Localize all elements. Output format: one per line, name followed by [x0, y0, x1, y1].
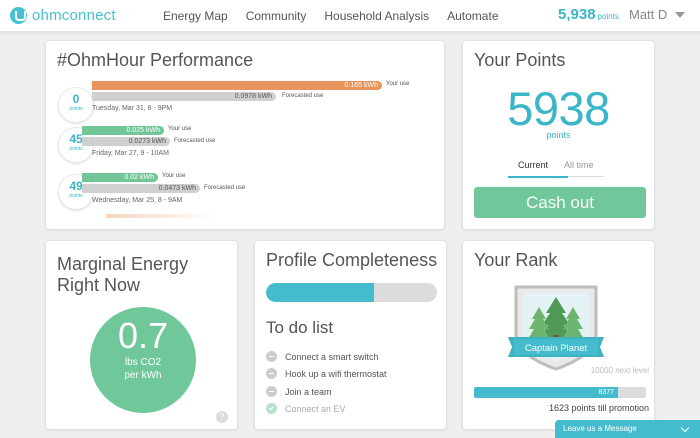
event-points-unit: points: [69, 146, 83, 152]
todo-join-team[interactable]: Join a team: [266, 386, 332, 397]
ohmhour-performance-card: #OhmHour Performance 0 points 0.165 kWh …: [45, 40, 445, 230]
points-total: 5938: [507, 82, 610, 135]
forecast-bar: 0.0473 kWh: [82, 184, 200, 193]
rank-progress-bar: 8377: [474, 387, 646, 398]
marginal-unit-line2: per kWh: [124, 370, 162, 381]
promotion-text: 1623 points till promotion: [548, 403, 649, 413]
marginal-energy-card: Marginal Energy Right Now 0.7 lbs CO2 pe…: [45, 240, 238, 430]
ohmhour-event-row[interactable]: 45 points 0.025 kWh Your use 0.0273 kWh …: [46, 126, 444, 179]
event-points: 49: [69, 179, 83, 193]
header-points-value: 5,938: [558, 6, 596, 23]
todo-title: To do list: [266, 318, 334, 337]
badge-label: Captain Planet: [525, 343, 588, 354]
your-use-bar: 0.02 kWh: [82, 173, 158, 182]
cash-out-button[interactable]: Cash out: [474, 187, 646, 218]
chevron-down-icon: [680, 423, 690, 433]
performance-title: #OhmHour Performance: [57, 50, 254, 70]
ohmhour-event-row[interactable]: 49 points 0.02 kWh Your use 0.0473 kWh F…: [46, 173, 444, 226]
event-date: Friday, Mar 27, 9 - 10AM: [92, 150, 169, 157]
tab-current[interactable]: Current: [517, 160, 548, 170]
marginal-title-line2: Right Now: [57, 275, 141, 295]
help-icon[interactable]: ?: [216, 411, 228, 423]
tab-divider: [568, 176, 604, 177]
nav-community[interactable]: Community: [245, 9, 307, 23]
more-events-fade: [106, 214, 216, 218]
marginal-unit-line1: lbs CO2: [124, 357, 162, 368]
event-date: Tuesday, Mar 31, 8 - 9PM: [92, 105, 173, 112]
marginal-energy-value: 0.7: [117, 315, 169, 356]
todo-pending-icon: [266, 386, 277, 397]
todo-label: Join a team: [285, 386, 332, 397]
profile-title: Profile Completeness: [266, 250, 438, 270]
top-nav-bar: ohmconnect Energy Map Community Househol…: [0, 0, 700, 32]
logo-text: ohmconnect: [32, 7, 116, 24]
todo-pending-icon: [266, 351, 277, 362]
event-points-unit: points: [69, 106, 83, 112]
points-card-title: Your Points: [474, 50, 566, 70]
main-nav: Energy Map Community Household Analysis …: [163, 9, 517, 23]
your-points-card: Your Points 5938 points Current All time…: [462, 40, 655, 230]
your-use-bar: 0.025 kWh: [82, 126, 164, 135]
your-rank-card: Your Rank Captain Planet 10000 next leve…: [462, 240, 655, 430]
ohm-logo-icon: [10, 7, 27, 24]
leave-message-label: Leave us a Message: [563, 424, 637, 433]
forecast-bar: 0.0978 kWh: [92, 92, 276, 101]
marginal-energy-title: Marginal Energy Right Now: [57, 254, 188, 296]
captain-planet-badge-icon: Captain Planet: [508, 285, 604, 371]
next-level-label: 10000 next level: [590, 366, 649, 375]
rank-title: Your Rank: [474, 250, 558, 270]
forecast-bar: 0.0273 kWh: [82, 137, 170, 146]
marginal-energy-gauge: 0.7 lbs CO2 per kWh: [90, 307, 196, 413]
your-use-label: Your use: [386, 81, 410, 87]
todo-pending-icon: [266, 368, 277, 379]
forecast-label: Forecasted use: [204, 185, 246, 191]
event-points-unit: points: [69, 193, 83, 199]
ohmconnect-logo[interactable]: ohmconnect: [10, 7, 116, 24]
todo-connect-ev[interactable]: Connect an EV: [266, 403, 346, 414]
profile-progress-fill: [266, 283, 374, 302]
your-use-label: Your use: [168, 126, 192, 132]
points-unit: points: [546, 130, 571, 140]
user-name: Matt D: [629, 7, 668, 22]
nav-household-analysis[interactable]: Household Analysis: [324, 9, 430, 23]
rank-progress-fill: 8377: [474, 387, 619, 398]
todo-wifi-thermostat[interactable]: Hook up a wifi thermostat: [266, 368, 387, 379]
nav-energy-map[interactable]: Energy Map: [163, 9, 228, 23]
tab-all-time[interactable]: All time: [564, 160, 594, 170]
your-use-bar: 0.165 kWh: [92, 81, 382, 90]
leave-message-button[interactable]: Leave us a Message: [555, 420, 700, 438]
your-use-label: Your use: [162, 173, 186, 179]
chevron-down-icon: [675, 11, 686, 18]
todo-connect-smart-switch[interactable]: Connect a smart switch: [266, 351, 379, 362]
todo-label: Connect an EV: [285, 403, 346, 414]
event-points-circle: 0 points: [58, 87, 94, 123]
event-points: 0: [72, 92, 80, 106]
ohmhour-event-row[interactable]: 0 points 0.165 kWh Your use 0.0978 kWh F…: [46, 81, 444, 139]
active-tab-indicator: [508, 176, 568, 178]
user-menu[interactable]: Matt D: [629, 7, 686, 22]
profile-progress-bar: [266, 283, 437, 302]
marginal-title-line1: Marginal Energy: [57, 254, 189, 274]
forecast-label: Forecasted use: [282, 93, 324, 99]
event-date: Wednesday, Mar 25, 8 - 9AM: [92, 197, 183, 204]
todo-done-check-icon: [266, 403, 277, 414]
event-points: 45: [69, 132, 83, 146]
profile-completeness-card: Profile Completeness To do list Connect …: [254, 240, 447, 430]
todo-label: Connect a smart switch: [285, 351, 379, 362]
header-points[interactable]: 5,938 points: [558, 6, 619, 23]
header-points-label: points: [597, 12, 619, 21]
forecast-label: Forecasted use: [174, 138, 216, 144]
todo-label: Hook up a wifi thermostat: [285, 368, 387, 379]
nav-automate[interactable]: Automate: [447, 9, 499, 23]
